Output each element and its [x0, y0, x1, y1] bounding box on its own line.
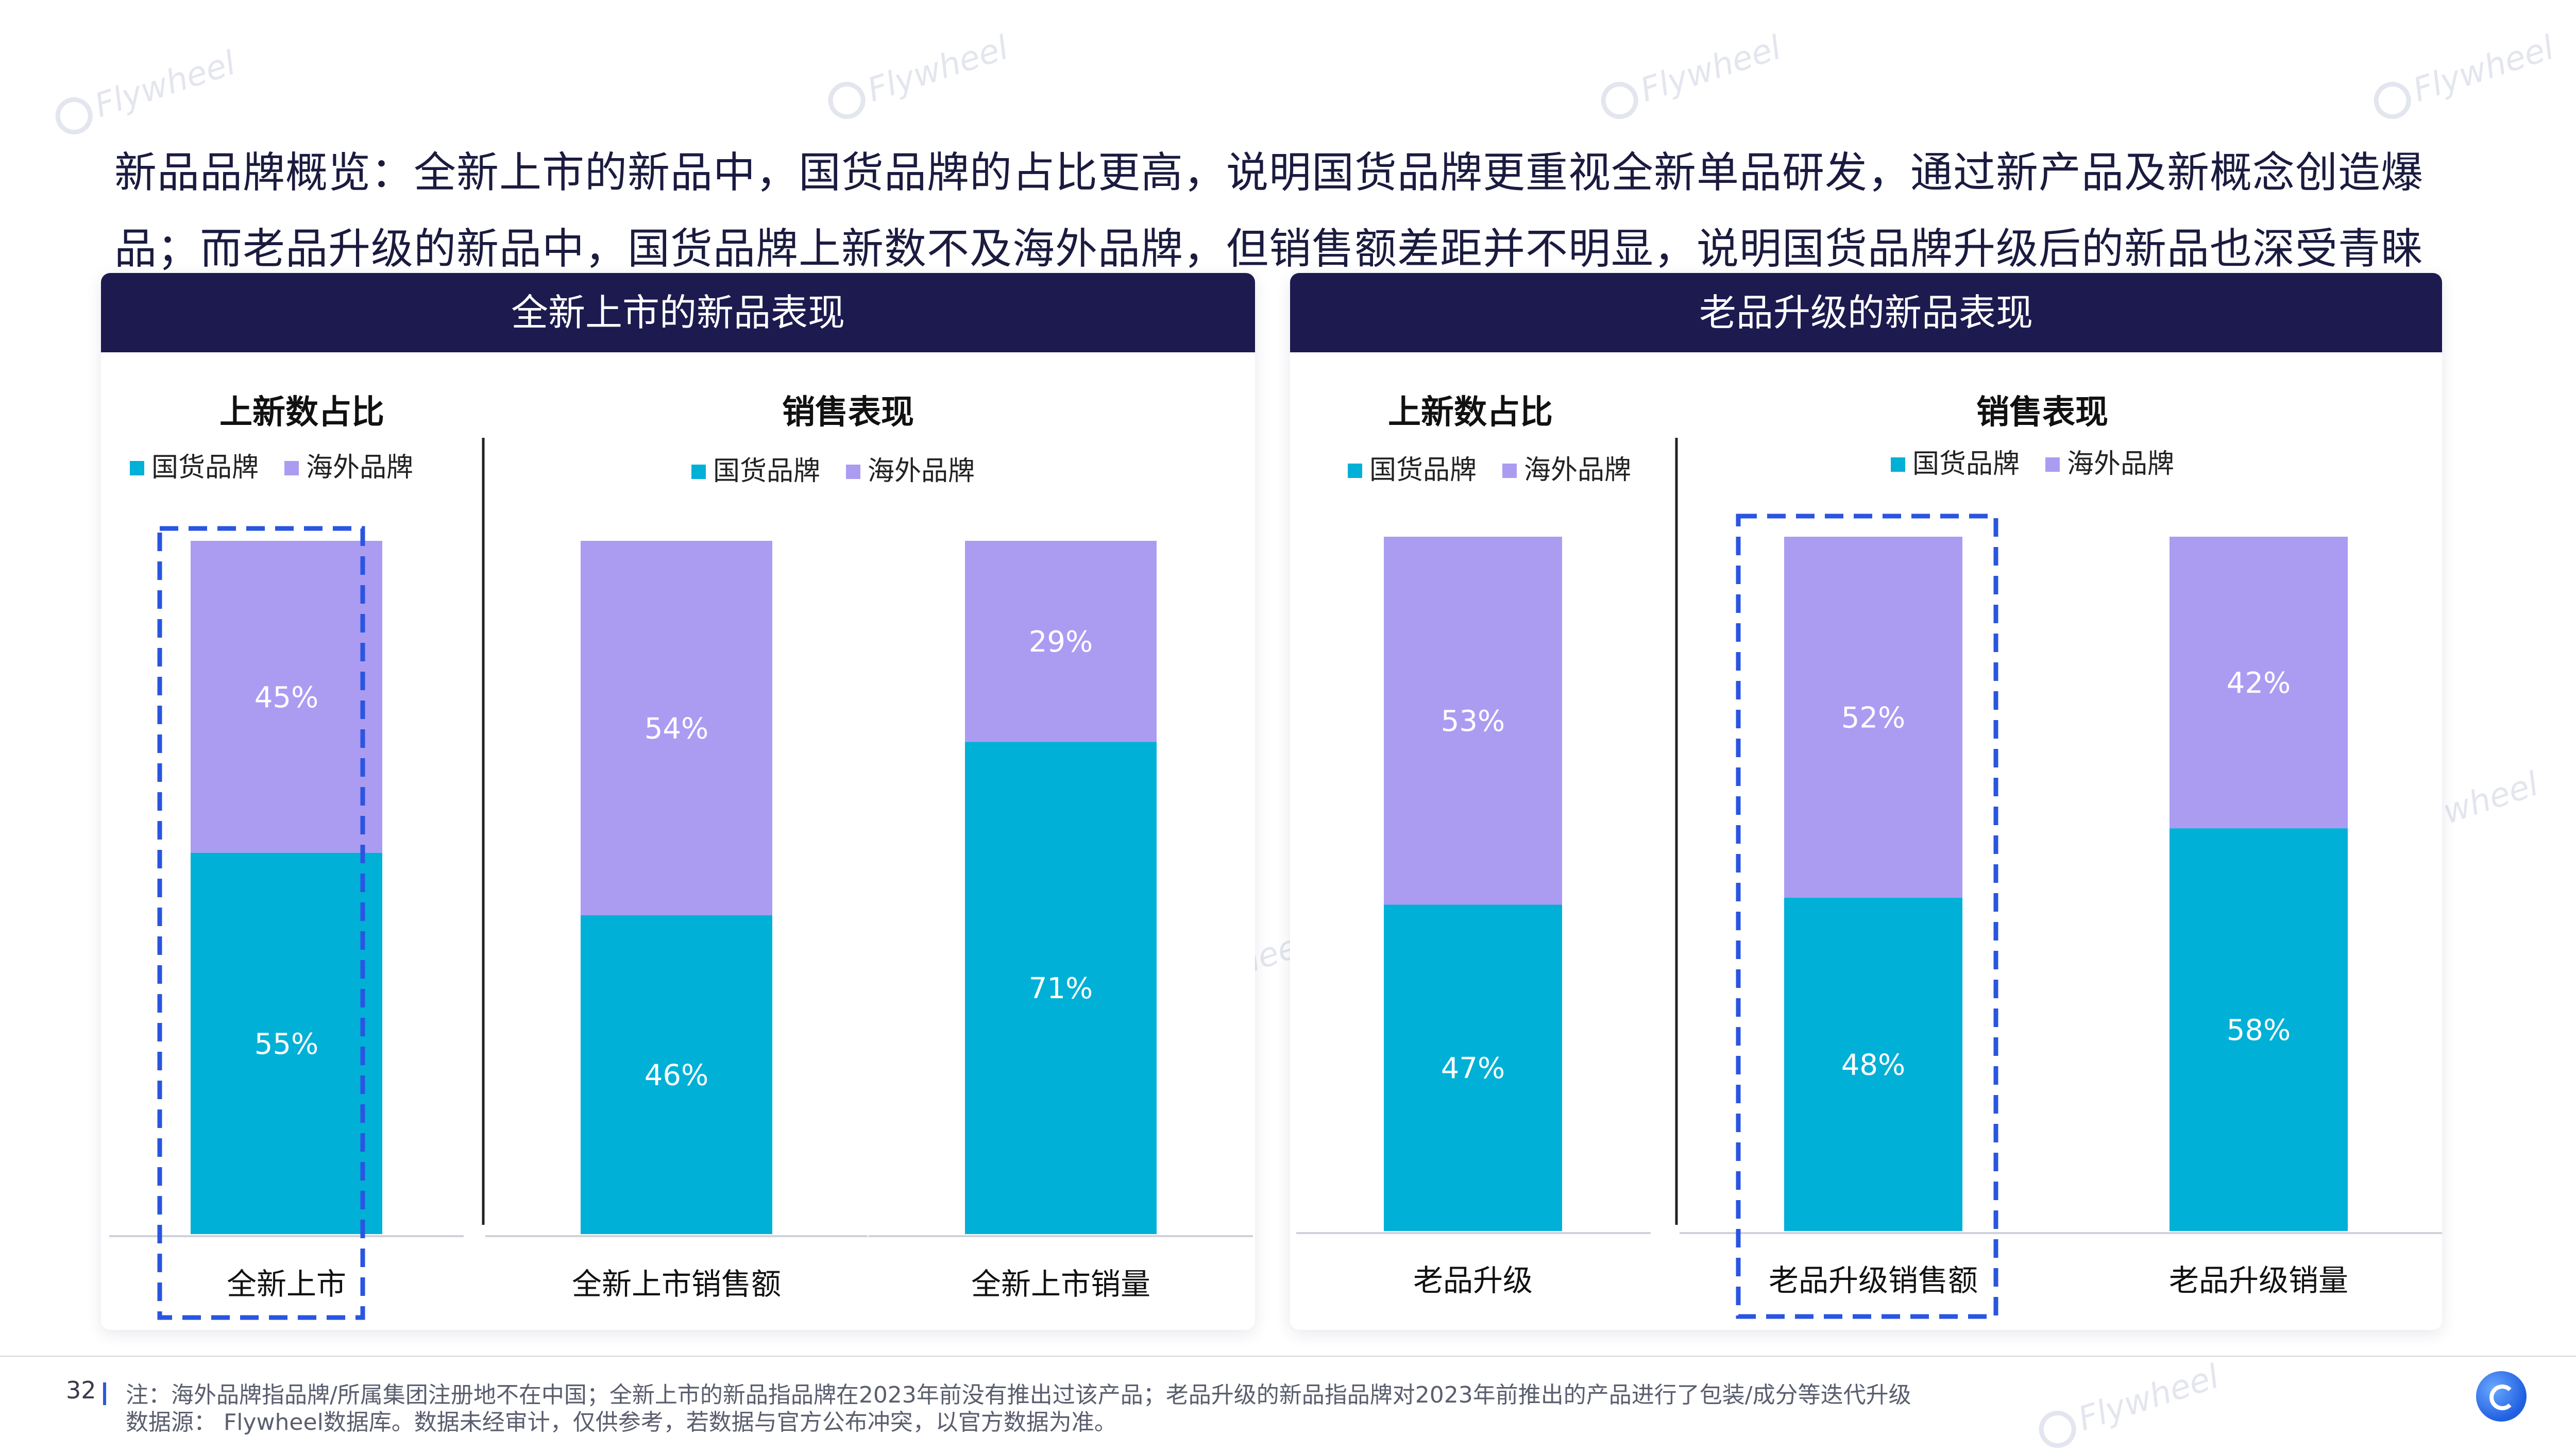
- panel-title: 老品升级的新品表现: [1290, 273, 2442, 352]
- data-label-domestic: 71%: [1029, 972, 1093, 1005]
- legend-label-domestic: 国货品牌: [151, 452, 259, 483]
- bar-segment-domestic: [965, 742, 1157, 1234]
- bar-segment-domestic: [581, 915, 772, 1234]
- bar-segment-domestic: [191, 852, 382, 1234]
- group-title: 销售表现: [782, 394, 914, 432]
- bar-segment-overseas: [2170, 537, 2348, 829]
- legend-swatch-domestic: [1891, 457, 1905, 472]
- legend-swatch-domestic: [691, 465, 706, 479]
- watermark: Flywheel: [1596, 29, 1786, 124]
- data-label-domestic: 48%: [1841, 1048, 1905, 1082]
- legend-swatch-domestic: [130, 461, 144, 475]
- legend-label-domestic: 国货品牌: [1912, 449, 2020, 480]
- bar-segment-domestic: [1784, 897, 1962, 1231]
- data-label-overseas: 45%: [255, 681, 318, 714]
- data-label-domestic: 55%: [255, 1028, 318, 1061]
- panel-new-launch: 全新上市的新品表现 上新数占比国货品牌 海外品牌 销售表现国货品牌 海外品牌 45% 55…: [101, 273, 1255, 1330]
- watermark: Flywheel: [2368, 29, 2559, 124]
- data-label-domestic: 47%: [1441, 1052, 1505, 1085]
- bar-segment-domestic: [2170, 828, 2348, 1231]
- legend-label-overseas: 海外品牌: [1524, 455, 1631, 486]
- legend-swatch-overseas: [846, 465, 860, 479]
- x-tick-label: 老品升级销售额: [1769, 1263, 1978, 1298]
- highlight-box: [157, 526, 365, 1320]
- x-tick-label: 老品升级销量: [2169, 1263, 2348, 1298]
- footer-divider: [0, 1356, 2576, 1357]
- legend-label-overseas: 海外品牌: [868, 456, 975, 487]
- x-tick-label: 全新上市销售额: [572, 1267, 781, 1302]
- data-label-overseas: 42%: [2227, 666, 2291, 700]
- group-title: 销售表现: [1976, 394, 2108, 432]
- panel-old-upgrade: 老品升级的新品表现 上新数占比国货品牌 海外品牌 销售表现国货品牌 海外品牌 53% 47…: [1290, 273, 2442, 1330]
- x-tick-label: 老品升级: [1413, 1263, 1533, 1298]
- bar-segment-overseas: [965, 541, 1157, 742]
- flywheel-logo-icon: [2476, 1371, 2527, 1422]
- group-title: 上新数占比: [219, 394, 384, 432]
- highlight-box: [1736, 514, 1998, 1319]
- footnote: 注：海外品牌指品牌/所属集团注册地不在中国；全新上市的新品指品牌在2023年前没…: [126, 1382, 1911, 1408]
- bar-segment-overseas: [1784, 537, 1962, 898]
- legend-swatch-domestic: [1348, 464, 1362, 478]
- x-tick-label: 全新上市销量: [971, 1267, 1150, 1302]
- data-label-overseas: 29%: [1029, 625, 1093, 659]
- legend-label-domestic: 国货品牌: [713, 456, 820, 487]
- page-separator: [103, 1382, 106, 1405]
- bar-segment-overseas: [581, 541, 772, 915]
- legend-label-overseas: 海外品牌: [2067, 449, 2174, 480]
- legend-swatch-overseas: [2045, 457, 2060, 472]
- data-label-domestic: 58%: [2227, 1014, 2291, 1047]
- watermark: Flywheel: [50, 44, 241, 140]
- bar-segment-overseas: [191, 541, 382, 853]
- legend-label-domestic: 国货品牌: [1369, 455, 1477, 486]
- x-tick-label: 全新上市: [227, 1267, 346, 1302]
- bar-segment-overseas: [1384, 537, 1562, 905]
- data-label-overseas: 53%: [1441, 705, 1505, 738]
- watermark: Flywheel: [2033, 1358, 2224, 1453]
- bar-segment-domestic: [1384, 904, 1562, 1231]
- group-title: 上新数占比: [1388, 394, 1553, 432]
- data-source-note: 数据源： Flywheel数据库。数据未经审计，仅供参考，若数据与官方公布冲突，…: [126, 1409, 1117, 1435]
- legend-label-overseas: 海外品牌: [306, 452, 413, 483]
- data-label-overseas: 52%: [1841, 701, 1905, 734]
- legend-swatch-overseas: [1502, 464, 1517, 478]
- watermark: Flywheel: [823, 29, 1013, 124]
- panel-title: 全新上市的新品表现: [101, 273, 1255, 352]
- legend-swatch-overseas: [284, 461, 299, 475]
- page-headline: 新品品牌概览：全新上市的新品中，国货品牌的占比更高，说明国货品牌更重视全新单品研…: [114, 148, 2424, 273]
- data-label-overseas: 54%: [645, 712, 708, 745]
- data-label-domestic: 46%: [645, 1058, 708, 1092]
- page-number: 32: [66, 1376, 96, 1404]
